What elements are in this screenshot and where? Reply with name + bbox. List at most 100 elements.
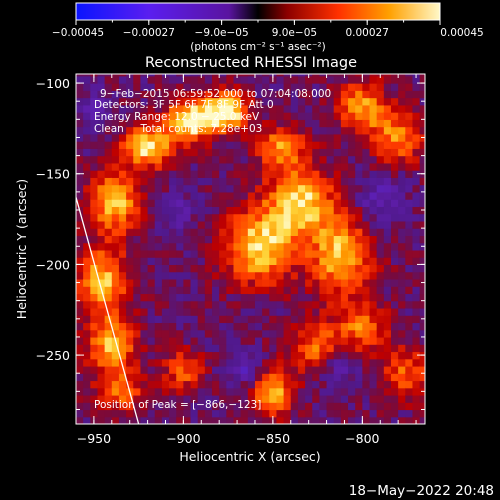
heatmap-cell: [133, 235, 142, 244]
heatmap-cell: [204, 402, 213, 411]
heatmap-cell: [212, 278, 220, 287]
heatmap-cell: [104, 329, 113, 338]
heatmap-cell: [254, 394, 263, 403]
heatmap-cell: [126, 358, 134, 367]
heatmap-cell: [97, 336, 106, 345]
heatmap-cell: [247, 170, 256, 178]
heatmap-cell: [190, 191, 199, 200]
heatmap-cell: [190, 220, 199, 229]
heatmap-cell: [212, 271, 220, 280]
heatmap-cell: [348, 97, 356, 106]
heatmap-cell: [133, 133, 142, 142]
heatmap-cell: [355, 177, 363, 186]
heatmap-cell: [276, 373, 285, 382]
heatmap-cell: [398, 336, 406, 345]
heatmap-cell: [412, 286, 421, 295]
heatmap-cell: [369, 126, 378, 135]
heatmap-cell: [176, 394, 184, 403]
heatmap-cell: [419, 365, 425, 374]
heatmap-cell: [348, 75, 356, 84]
heatmap-cell: [76, 148, 84, 157]
heatmap-cell: [83, 387, 91, 396]
heatmap-cell: [390, 74, 399, 77]
heatmap-cell: [319, 402, 328, 411]
heatmap-cell: [147, 177, 156, 186]
heatmap-cell: [269, 90, 278, 99]
heatmap-cell: [376, 257, 385, 266]
heatmap-cell: [398, 155, 406, 164]
heatmap-cell: [140, 278, 149, 287]
heatmap-cell: [254, 170, 263, 178]
heatmap-cell: [247, 351, 256, 360]
heatmap-cell: [183, 104, 192, 113]
heatmap-cell: [348, 220, 356, 229]
heatmap-cell: [147, 278, 156, 287]
heatmap-cell: [183, 307, 192, 316]
heatmap-cell: [126, 104, 134, 113]
heatmap-cell: [348, 126, 356, 135]
heatmap-cell: [297, 358, 306, 367]
heatmap-cell: [398, 75, 406, 84]
heatmap-cell: [118, 162, 127, 171]
heatmap-cell: [398, 387, 406, 396]
annotation-energy-range: Energy Range: 12.0 − 25.0 keV: [94, 111, 260, 123]
heatmap-cell: [219, 75, 227, 84]
heatmap-cell: [212, 148, 220, 157]
heatmap-cell: [226, 126, 235, 135]
heatmap-cell: [369, 228, 378, 236]
heatmap-cell: [90, 177, 99, 186]
heatmap-cell: [283, 329, 292, 338]
heatmap-cell: [297, 141, 306, 149]
heatmap-cell: [305, 90, 313, 99]
heatmap-cell: [305, 286, 313, 295]
heatmap-cell: [104, 307, 113, 316]
heatmap-cell: [262, 358, 270, 367]
heatmap-cell: [212, 351, 220, 360]
heatmap-cell: [83, 416, 91, 424]
heatmap-cell: [262, 133, 270, 142]
heatmap-cell: [147, 329, 156, 338]
heatmap-cell: [348, 315, 356, 324]
heatmap-cell: [326, 373, 335, 382]
colorbar-ticks: [75, 20, 441, 25]
heatmap-cell: [240, 75, 249, 84]
heatmap-cell: [140, 358, 149, 367]
heatmap-cell: [362, 184, 371, 193]
heatmap-cell: [76, 293, 84, 302]
heatmap-cell: [204, 416, 213, 424]
heatmap-cell: [76, 235, 84, 244]
heatmap-cell: [312, 90, 321, 99]
heatmap-cell: [419, 264, 425, 273]
heatmap-cell: [76, 162, 84, 171]
heatmap-cell: [262, 315, 270, 324]
heatmap-cell: [319, 365, 328, 374]
heatmap-cell: [154, 365, 163, 374]
heatmap-cell: [269, 191, 278, 200]
heatmap-cell: [183, 220, 192, 229]
heatmap-cell: [419, 104, 425, 113]
heatmap-cell: [290, 170, 299, 178]
heatmap-cell: [247, 75, 256, 84]
heatmap-cell: [133, 148, 142, 157]
heatmap-cell: [247, 104, 256, 113]
heatmap-cell: [312, 402, 321, 411]
heatmap-cell: [140, 119, 149, 128]
heatmap-cell: [97, 191, 106, 200]
heatmap-cell: [126, 148, 134, 157]
heatmap-cell: [118, 177, 127, 186]
heatmap-cell: [390, 90, 399, 99]
heatmap-cell: [383, 358, 392, 367]
heatmap-cell: [154, 344, 163, 353]
heatmap-cell: [326, 336, 335, 345]
heatmap-cell: [97, 97, 106, 106]
heatmap-cell: [419, 177, 425, 186]
heatmap-cell: [233, 177, 242, 186]
heatmap-cell: [312, 264, 321, 273]
heatmap-cell: [419, 220, 425, 229]
heatmap-cell: [362, 126, 371, 135]
heatmap-cell: [147, 358, 156, 367]
heatmap-cell: [161, 104, 170, 113]
heatmap-cell: [348, 293, 356, 302]
heatmap-cell: [412, 322, 421, 331]
heatmap-cell: [204, 199, 213, 207]
